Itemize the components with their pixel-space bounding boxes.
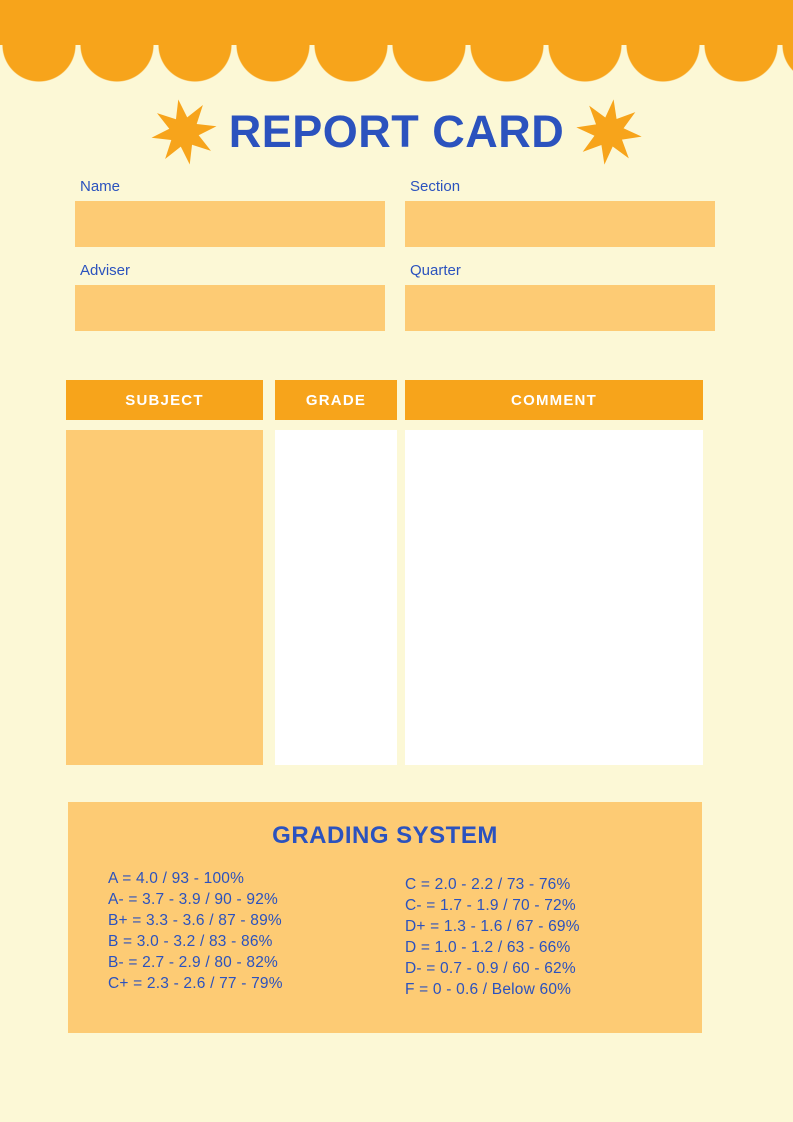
grading-scale-line: B = 3.0 - 3.2 / 83 - 86% <box>108 933 273 950</box>
grades-table: SUBJECT GRADE COMMENT <box>66 380 703 765</box>
top-border-band <box>0 0 793 45</box>
grade-column-cells[interactable] <box>275 430 397 765</box>
grading-system-panel: GRADING SYSTEM A = 4.0 / 93 - 100% A- = … <box>68 802 702 1033</box>
comment-column-cells[interactable] <box>405 430 703 765</box>
quarter-label: Quarter <box>410 262 461 279</box>
grading-scale-line: D+ = 1.3 - 1.6 / 67 - 69% <box>405 918 580 935</box>
grades-table-header-row: SUBJECT GRADE COMMENT <box>66 380 703 420</box>
page-title: REPORT CARD <box>228 106 565 157</box>
subject-column-header: SUBJECT <box>66 380 263 420</box>
grading-scale-line: F = 0 - 0.6 / Below 60% <box>405 981 572 998</box>
grading-scale-line: D- = 0.7 - 0.9 / 60 - 62% <box>405 960 576 977</box>
adviser-input[interactable] <box>75 285 385 331</box>
comment-column-header: COMMENT <box>405 380 703 420</box>
name-field-group: Name <box>75 178 385 247</box>
grading-scale-line: B- = 2.7 - 2.9 / 80 - 82% <box>108 954 278 971</box>
grading-scale-line: A = 4.0 / 93 - 100% <box>108 870 245 887</box>
grading-scale-left-column: A = 4.0 / 93 - 100% A- = 3.7 - 3.9 / 90 … <box>108 868 283 994</box>
grading-system-title: GRADING SYSTEM <box>272 822 498 849</box>
quarter-field-group: Quarter <box>405 262 715 331</box>
grading-scale-line: A- = 3.7 - 3.9 / 90 - 92% <box>108 891 278 908</box>
scallop-edge-decoration <box>0 45 793 85</box>
grading-scale-line: C+ = 2.3 - 2.6 / 77 - 79% <box>108 975 283 992</box>
title-row: REPORT CARD <box>0 98 793 166</box>
adviser-label: Adviser <box>80 262 131 279</box>
grading-scale-line: C- = 1.7 - 1.9 / 70 - 72% <box>405 897 576 914</box>
starburst-icon <box>576 99 642 165</box>
grading-scale-line: D = 1.0 - 1.2 / 63 - 66% <box>405 939 571 956</box>
grade-column-header: GRADE <box>275 380 397 420</box>
section-label: Section <box>410 178 461 195</box>
adviser-field-group: Adviser <box>75 262 385 331</box>
name-label: Name <box>80 178 121 195</box>
subject-column-cells[interactable] <box>66 430 263 765</box>
grading-scale-line: C = 2.0 - 2.2 / 73 - 76% <box>405 876 571 893</box>
section-field-group: Section <box>405 178 715 247</box>
name-input[interactable] <box>75 201 385 247</box>
section-input[interactable] <box>405 201 715 247</box>
grades-table-body <box>66 430 703 765</box>
grading-scale-right-column: C = 2.0 - 2.2 / 73 - 76% C- = 1.7 - 1.9 … <box>405 874 580 1000</box>
quarter-input[interactable] <box>405 285 715 331</box>
grading-scale-line: B+ = 3.3 - 3.6 / 87 - 89% <box>108 912 282 929</box>
starburst-icon <box>151 99 217 165</box>
